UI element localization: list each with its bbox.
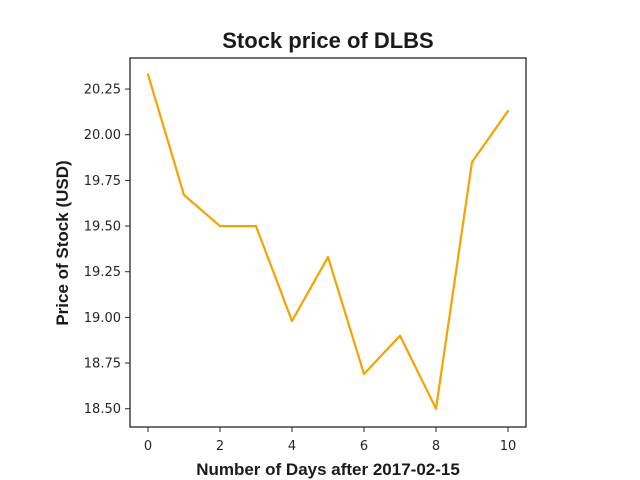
y-tick-label: 18.50 [84, 402, 121, 417]
y-tick-label: 18.75 [84, 357, 121, 372]
data-point [290, 319, 294, 323]
x-tick-label: 10 [500, 439, 517, 454]
data-point [218, 224, 222, 228]
x-tick-label: 4 [288, 439, 296, 454]
data-point [506, 109, 510, 113]
x-tick-label: 2 [216, 439, 224, 454]
y-tick-label: 20.00 [84, 128, 121, 143]
data-point [434, 407, 438, 410]
data-point [398, 334, 402, 337]
x-tick-label: 6 [360, 439, 368, 454]
chart-title: Stock price of DLBS [222, 28, 433, 53]
data-point [362, 372, 366, 376]
data-point [254, 224, 258, 228]
x-tick-label: 8 [432, 439, 440, 454]
y-tick-label: 19.75 [84, 174, 121, 189]
y-tick-label: 19.00 [84, 311, 121, 326]
plot-frame [129, 57, 527, 428]
x-tick-label: 0 [144, 439, 152, 454]
data-point [182, 193, 186, 197]
series-line [146, 74, 509, 410]
x-axis-label: Number of Days after 2017-02-15 [196, 460, 460, 479]
y-tick-label: 19.50 [84, 220, 121, 235]
y-tick-label: 20.25 [84, 83, 121, 98]
data-point [326, 256, 330, 259]
y-axis-label: Price of Stock (USD) [53, 160, 72, 325]
data-point [470, 161, 474, 164]
data-point [146, 73, 150, 76]
plot-area: 0 2 4 6 8 10 18.50 18.75 19.00 19.25 19.50 19.75 20.… [84, 57, 527, 454]
y-tick-label: 19.25 [84, 265, 121, 280]
